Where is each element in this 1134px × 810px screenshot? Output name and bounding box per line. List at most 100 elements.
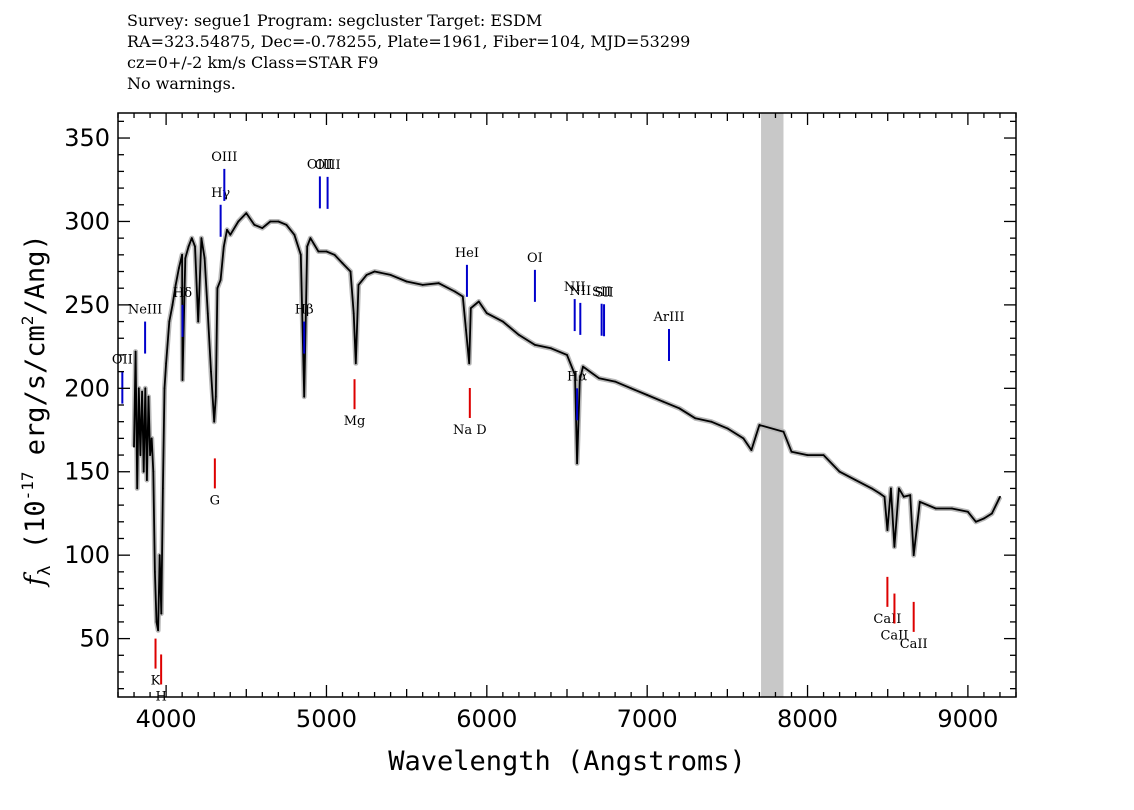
spectrum-point (782, 430, 785, 433)
spectrum-point (184, 257, 187, 260)
emission-line-label: ArIII (652, 310, 684, 325)
warnings-info: No warnings. (127, 74, 236, 93)
spectrum-point (742, 437, 745, 440)
spectrum-point (216, 287, 219, 290)
absorption-line-label: K (151, 674, 161, 689)
axis-ticks-layer: 4000 5000 6000 7000 8000 9000 50 100 150 200 250 30… (64, 113, 1017, 733)
spectrum-point (582, 365, 584, 368)
y-tick-label: 250 (64, 291, 110, 319)
spectrum-point (165, 362, 168, 365)
spectrum-point (237, 220, 240, 223)
emission-line-label: NII (569, 284, 591, 299)
emission-line-label: OIII (315, 158, 341, 173)
spectrum-point (349, 270, 352, 273)
spectrum-point (566, 354, 568, 356)
coordinates-info: RA=323.54875, Dec=-0.78255, Plate=1961, … (127, 32, 691, 51)
spectrum-point (934, 507, 937, 510)
spectrum-point (206, 312, 209, 315)
masked-region-layer (761, 113, 784, 697)
spectrum-point (550, 347, 552, 350)
spectrum-point (726, 427, 729, 430)
spectrum-point (646, 394, 649, 396)
spectrum-point (854, 479, 857, 481)
emission-line-label: Hγ (211, 186, 230, 201)
spectrum-point (253, 223, 256, 226)
spectrum-point (883, 495, 886, 498)
spectrum-point (502, 320, 504, 323)
spectrum-point (437, 282, 440, 285)
spectrum-point (142, 470, 145, 473)
spectrum-point (219, 279, 222, 281)
spectrum-point (155, 621, 158, 623)
spectrum-point (147, 395, 150, 398)
emission-line-label: Hβ (295, 303, 314, 318)
spectrum-point (898, 487, 900, 490)
spectrum-point (453, 290, 456, 293)
spectrum-point (518, 334, 520, 336)
spectrum-point (838, 470, 841, 473)
spectrum-point (190, 237, 193, 240)
spectrum-point (806, 454, 809, 456)
spectrum-point (983, 517, 985, 520)
spectrum-point (150, 437, 153, 440)
x-tick-label: 4000 (136, 705, 197, 733)
spectrum-point (341, 262, 344, 265)
spectrum-point (333, 253, 336, 256)
y-tick-label: 150 (64, 458, 110, 486)
spectrum-point (245, 212, 248, 215)
absorption-line-label: CaII (900, 637, 928, 652)
emission-line-label: OIII (211, 150, 237, 165)
y-tick-label: 300 (64, 207, 110, 235)
spectrum-point (365, 274, 368, 276)
spectrum-point (134, 350, 137, 353)
masked-region (761, 113, 784, 697)
spectrum-point (178, 267, 180, 270)
spectrum-point (975, 520, 977, 523)
x-tick-label: 6000 (456, 705, 517, 733)
spectrum-point (357, 284, 360, 286)
emission-line-label: OI (527, 251, 543, 266)
spectrum-point (154, 571, 156, 573)
spectrum-point (229, 233, 232, 236)
spectrum-point (421, 284, 424, 286)
spectrum-point (137, 387, 140, 390)
redshift-class-info: cz=0+/-2 km/s Class=STAR F9 (127, 53, 379, 72)
spectrum-point (133, 445, 135, 448)
spectrum-point (354, 362, 357, 365)
spectrum-layer (133, 212, 1001, 632)
spectrum-point (187, 245, 190, 248)
spectrum-point (293, 233, 296, 236)
spectrum-point (158, 554, 161, 557)
spectrum-point (750, 449, 753, 451)
spectrum-point (598, 377, 600, 380)
y-tick-label: 50 (79, 625, 110, 653)
y-axis-title: fλ (10-17 erg/s/cm2/Ang) (18, 234, 55, 587)
spectrum-point (213, 420, 216, 423)
spectrum-point (197, 320, 200, 323)
spectrum-point (325, 250, 328, 253)
spectrum-line (133, 212, 1001, 632)
spectrum-point (630, 387, 632, 390)
absorption-line-label: Na D (453, 423, 487, 438)
error-band-layer (131, 210, 1003, 633)
spectrum-point (918, 500, 921, 503)
spectrum-point (790, 450, 793, 453)
spectrum-point (755, 434, 758, 436)
spectrum-header: Survey: segue1 Program: segcluster Targe… (127, 10, 690, 94)
spectrum-point (534, 344, 536, 346)
spectrum-point (352, 312, 355, 315)
spectrum-point (694, 417, 697, 420)
spectrum-point (909, 494, 912, 496)
spectrum-point (461, 295, 464, 298)
spectrum-point (181, 379, 184, 381)
spectrum-point (405, 280, 408, 283)
spectrum-point (200, 237, 203, 240)
emission-line-label: Hα (567, 369, 587, 384)
spectrum-point (389, 274, 392, 276)
x-tick-label: 7000 (617, 705, 678, 733)
spectrum-point (758, 424, 761, 426)
spectrum-point (878, 492, 881, 495)
spectrum-point (303, 395, 306, 398)
spectrum-point (139, 454, 142, 456)
